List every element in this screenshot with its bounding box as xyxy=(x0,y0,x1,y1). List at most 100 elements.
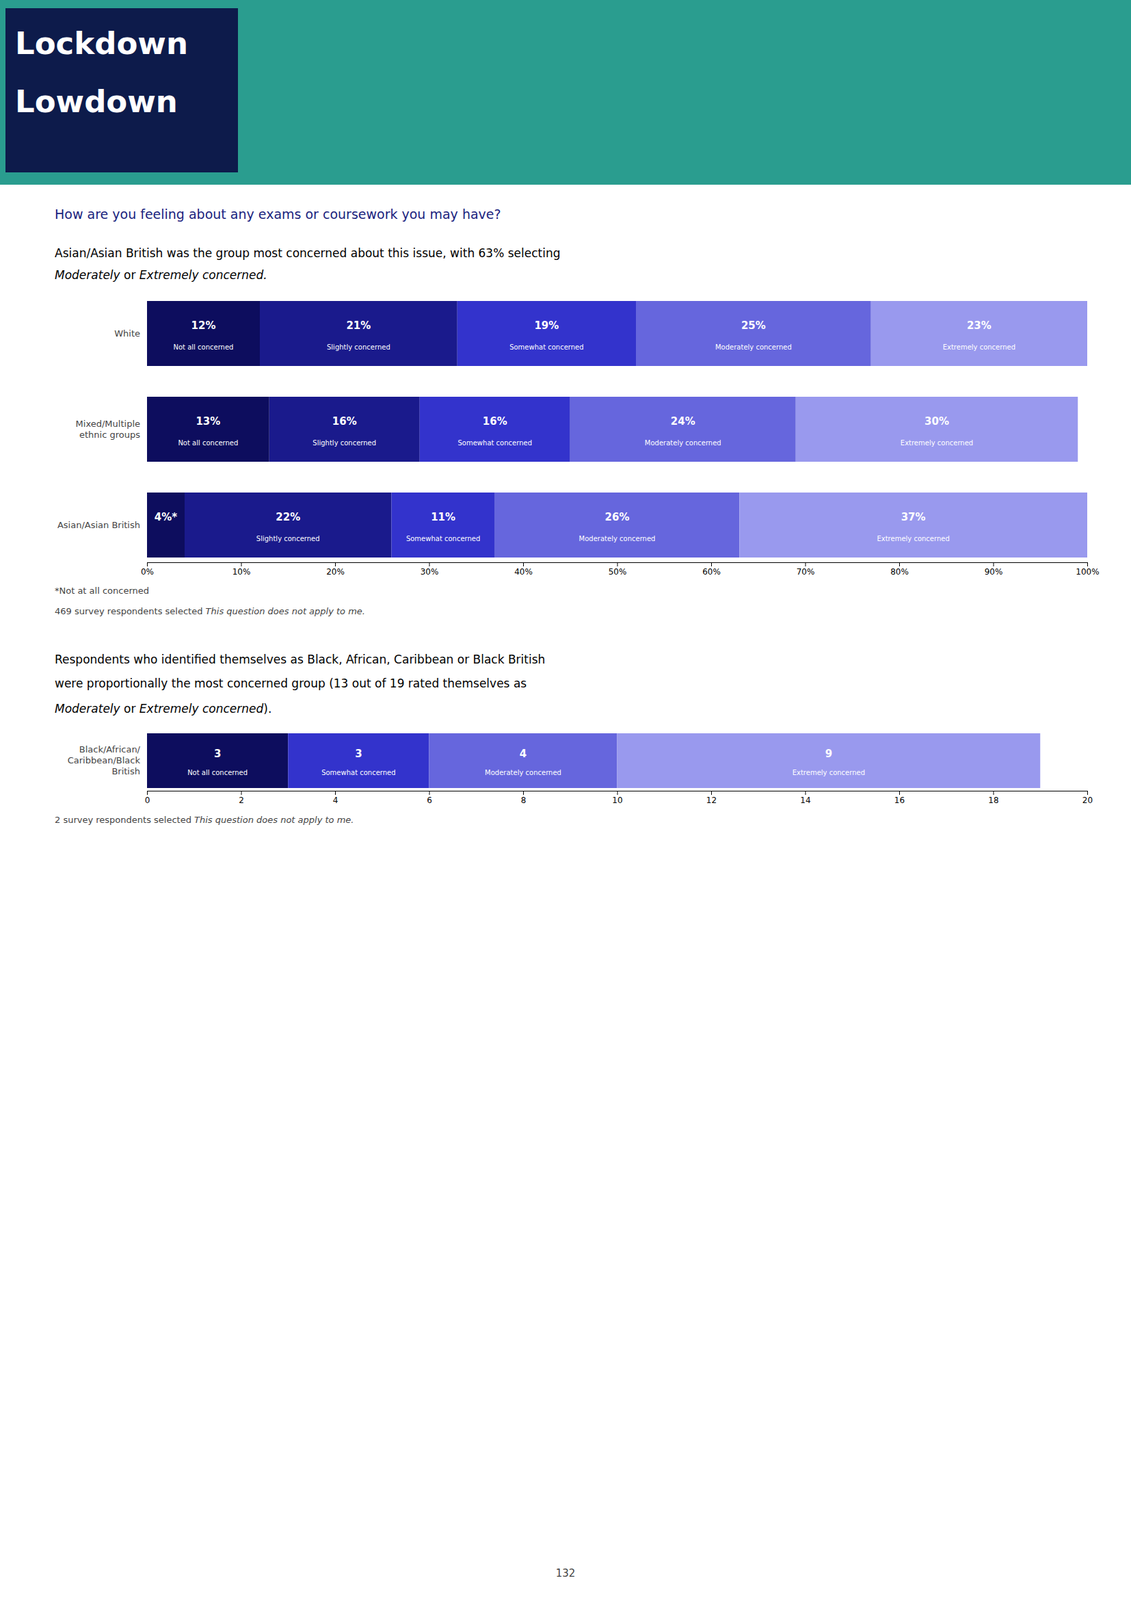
bar-segment xyxy=(570,396,796,462)
data-label: 13% xyxy=(195,415,221,428)
tick: 10 xyxy=(611,790,623,805)
bar-labels: 12%Not all concerned13%Not all concerned… xyxy=(154,319,1016,543)
tick-mark xyxy=(993,562,995,567)
category-labels: WhiteMixed/Multipleethnic groupsAsian/As… xyxy=(57,327,141,530)
subtitle-line-run: Extremely concerned. xyxy=(139,268,268,282)
tick: 70% xyxy=(796,562,816,577)
bar-segment xyxy=(795,396,1079,462)
subtitle-line-run: Asian/Asian British was the group most c… xyxy=(54,246,561,260)
tick-mark xyxy=(335,562,336,567)
subtitle-line-run: Moderately xyxy=(54,701,122,716)
tick: 90% xyxy=(984,562,1004,577)
subtitle-line-run: ). xyxy=(263,701,272,716)
footnote: 2 survey respondents selected This quest… xyxy=(54,814,354,825)
tick: 20% xyxy=(326,562,345,577)
tick-label: 20% xyxy=(326,566,345,577)
tick: 8 xyxy=(521,790,527,805)
tick: 6 xyxy=(426,790,433,805)
category-label: Asian/Asian British xyxy=(57,519,141,530)
tick-label: 4 xyxy=(333,795,339,805)
bar-segment xyxy=(269,396,420,462)
bar-segment xyxy=(287,733,429,788)
segment-label: Extremely concerned xyxy=(792,768,866,777)
data-label: 25% xyxy=(741,319,766,332)
tick: 12 xyxy=(706,790,717,805)
tick-mark xyxy=(429,562,431,567)
bar-segment xyxy=(184,492,392,558)
data-label: 9 xyxy=(825,747,833,760)
chart: Respondents who identified themselves as… xyxy=(54,652,1093,825)
data-label: 4%* xyxy=(154,510,178,524)
page: LockdownLowdown How are you feeling about… xyxy=(0,0,1131,1600)
header: LockdownLowdown xyxy=(0,0,1131,185)
tick-label: 0% xyxy=(140,566,154,577)
data-label: 11% xyxy=(430,510,456,524)
tick-label: 80% xyxy=(890,566,909,577)
tick-label: 20 xyxy=(1082,795,1093,805)
axis-domain xyxy=(147,562,1088,567)
footnote-run: 469 survey respondents selected xyxy=(54,605,206,617)
data-label: 4 xyxy=(519,747,527,760)
category-label-line: British xyxy=(111,765,141,777)
header-title: Lowdown xyxy=(15,83,178,120)
tick: 10% xyxy=(232,562,251,577)
tick-mark xyxy=(523,790,524,795)
segment-label: Moderately concerned xyxy=(579,534,656,543)
data-label: 37% xyxy=(901,510,926,524)
bar-segment xyxy=(457,300,636,366)
tick-mark xyxy=(523,562,524,567)
tick-mark xyxy=(1087,562,1088,567)
data-label: 22% xyxy=(275,510,301,524)
chart: How are you feeling about any exams or c… xyxy=(54,206,1100,617)
tick: 18 xyxy=(988,790,999,805)
bars xyxy=(147,733,1041,788)
segment-label: Moderately concerned xyxy=(484,768,562,777)
x-axis: 0%10%20%30%40%50%60%70%80%90%100% xyxy=(140,562,1100,577)
subtitle-line: Moderately or Extremely concerned). xyxy=(54,701,272,716)
data-label: 3 xyxy=(214,747,221,760)
tick: 4 xyxy=(333,790,339,805)
bar-segment xyxy=(429,733,618,788)
data-label: 23% xyxy=(966,319,992,332)
subtitle-line: Asian/Asian British was the group most c… xyxy=(54,246,561,260)
tick-mark xyxy=(617,790,619,795)
bar-segment xyxy=(495,492,740,558)
tick-mark xyxy=(241,562,243,567)
subtitle-line-run: Extremely concerned xyxy=(139,701,264,716)
tick: 100% xyxy=(1075,562,1099,577)
tick-mark xyxy=(429,790,431,795)
segment-label: Slightly concerned xyxy=(326,343,391,351)
bar-segment xyxy=(617,733,1041,788)
tick-label: 50% xyxy=(608,566,628,577)
tick-mark xyxy=(147,790,148,795)
tick: 0% xyxy=(140,562,154,577)
bar-segment xyxy=(147,492,185,558)
segment-label: Slightly concerned xyxy=(256,534,321,543)
chart-title: How are you feeling about any exams or c… xyxy=(54,206,502,222)
segment-label: Somewhat concerned xyxy=(509,343,584,351)
tick-label: 18 xyxy=(988,795,999,805)
category-label-line: White xyxy=(114,327,141,338)
page-number: 132 xyxy=(555,1566,576,1579)
bar-segment xyxy=(259,300,458,366)
data-label: 21% xyxy=(346,319,371,332)
subtitle-line-run: Moderately xyxy=(54,268,122,282)
category-label: Black/African/Caribbean/BlackBritish xyxy=(67,743,141,777)
tick-mark xyxy=(899,562,900,567)
bar-segment xyxy=(871,300,1088,366)
tick-label: 10 xyxy=(611,795,623,805)
tick-mark xyxy=(711,562,712,567)
bar-segment xyxy=(147,396,270,462)
tick-label: 70% xyxy=(796,566,816,577)
bar-segment xyxy=(147,733,288,788)
tick-mark xyxy=(335,790,336,795)
subtitle-line: Respondents who identified themselves as… xyxy=(54,652,545,667)
tick: 50% xyxy=(608,562,628,577)
bar-segment xyxy=(391,492,496,558)
bars xyxy=(147,300,1088,558)
footnote-run: 2 survey respondents selected xyxy=(54,814,195,825)
segment-label: Not all concerned xyxy=(187,768,248,777)
category-labels: Black/African/Caribbean/BlackBritish xyxy=(67,743,141,777)
tick-label: 60% xyxy=(702,566,721,577)
tick: 60% xyxy=(702,562,721,577)
